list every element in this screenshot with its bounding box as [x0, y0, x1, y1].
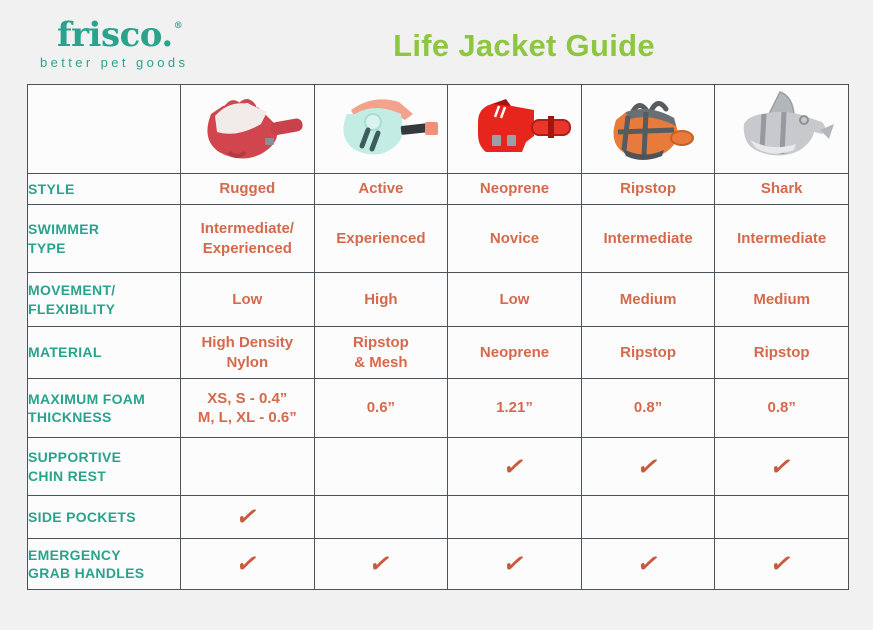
row-emergency-grab-handles: EMERGENCY GRAB HANDLES ✓ ✓ ✓ ✓ ✓ — [27, 538, 849, 590]
cell-pockets-ripstop — [580, 495, 716, 539]
cell-pockets-rugged: ✓ — [180, 495, 315, 539]
frisco-tagline: better pet goods — [40, 54, 189, 70]
cell-style-rugged: Rugged — [180, 173, 315, 205]
cell-material-ripstop: Ripstop — [580, 326, 716, 379]
cell-swimmer-rugged: Intermediate/ Experienced — [180, 204, 315, 273]
registered-trademark-symbol: ® — [173, 21, 183, 31]
active-life-jacket-image — [343, 98, 438, 155]
pockets-rugged-checkmark-icon: ✓ — [233, 502, 262, 532]
cell-handles-ripstop: ✓ — [580, 538, 716, 590]
handles-neoprene-checkmark-icon: ✓ — [500, 549, 529, 579]
cell-handles-shark: ✓ — [714, 538, 849, 590]
row-material: MATERIAL High Density Nylon Ripstop & Me… — [27, 326, 849, 379]
cell-foam-active: 0.6” — [313, 378, 449, 438]
product-image-shark — [714, 84, 849, 174]
frisco-logo-wordmark: frisco.® — [57, 15, 188, 55]
row-maximum-foam-thickness: MAXIMUM FOAM THICKNESS XS, S - 0.4” M, L… — [27, 378, 849, 438]
handles-rugged-checkmark-icon: ✓ — [233, 549, 262, 579]
row-label-movement-flexibility: MOVEMENT/ FLEXIBILITY — [27, 272, 181, 327]
cell-material-shark: Ripstop — [714, 326, 849, 379]
row-side-pockets: SIDE POCKETS ✓ — [27, 495, 849, 539]
row-label-style: STYLE — [27, 173, 181, 205]
neoprene-life-jacket-image — [478, 98, 572, 152]
cell-pockets-active — [313, 495, 449, 539]
cell-movement-active: High — [313, 272, 449, 327]
handles-active-checkmark-icon: ✓ — [367, 549, 395, 579]
cell-movement-ripstop: Medium — [580, 272, 716, 327]
cell-movement-shark: Medium — [714, 272, 849, 327]
cell-material-rugged: High Density Nylon — [180, 326, 315, 379]
product-image-active — [313, 84, 449, 174]
product-image-ripstop — [580, 84, 716, 174]
cell-style-active: Active — [313, 173, 449, 205]
cell-material-neoprene: Neoprene — [447, 326, 582, 379]
row-supportive-chin-rest: SUPPORTIVE CHIN REST ✓ ✓ ✓ — [27, 437, 849, 496]
cell-style-shark: Shark — [714, 173, 849, 205]
handles-ripstop-checkmark-icon: ✓ — [634, 549, 662, 579]
cell-chinrest-neoprene: ✓ — [447, 437, 582, 496]
cell-foam-shark: 0.8” — [714, 378, 849, 438]
row-label-swimmer-type: SWIMMER TYPE — [27, 204, 181, 273]
cell-chinrest-ripstop: ✓ — [580, 437, 716, 496]
page-title: Life Jacket Guide — [393, 28, 655, 63]
cell-handles-active: ✓ — [313, 538, 449, 590]
chinrest-shark-checkmark-icon: ✓ — [767, 451, 796, 482]
cell-style-ripstop: Ripstop — [580, 173, 716, 205]
row-label-maximum-foam-thickness: MAXIMUM FOAM THICKNESS — [27, 378, 181, 438]
frisco-logo-text: frisco. — [57, 15, 173, 55]
cell-handles-neoprene: ✓ — [447, 538, 582, 590]
cell-style-neoprene: Neoprene — [447, 173, 582, 205]
cell-pockets-neoprene — [447, 495, 582, 539]
cell-swimmer-neoprene: Novice — [447, 204, 582, 273]
chinrest-neoprene-checkmark-icon: ✓ — [500, 451, 529, 482]
rugged-life-jacket-image — [207, 98, 303, 159]
product-image-rugged — [180, 84, 315, 174]
handles-shark-checkmark-icon: ✓ — [767, 549, 796, 579]
cell-swimmer-ripstop: Intermediate — [580, 204, 716, 273]
row-label-side-pockets: SIDE POCKETS — [27, 495, 181, 539]
life-jacket-comparison-table: STYLE Rugged Active Neoprene Ripstop Sha… — [27, 84, 849, 590]
row-style: STYLE Rugged Active Neoprene Ripstop Sha… — [27, 173, 849, 205]
row-label-supportive-chin-rest: SUPPORTIVE CHIN REST — [27, 437, 181, 496]
empty-corner-cell — [27, 84, 181, 174]
chinrest-ripstop-checkmark-icon: ✓ — [634, 451, 662, 482]
cell-foam-rugged: XS, S - 0.4” M, L, XL - 0.6” — [180, 378, 315, 438]
cell-foam-ripstop: 0.8” — [580, 378, 716, 438]
cell-material-active: Ripstop & Mesh — [313, 326, 449, 379]
cell-chinrest-rugged — [180, 437, 315, 496]
row-movement-flexibility: MOVEMENT/ FLEXIBILITY Low High Low Mediu… — [27, 272, 849, 327]
cell-handles-rugged: ✓ — [180, 538, 315, 590]
frisco-logo: frisco.® better pet goods — [40, 15, 189, 70]
cell-movement-neoprene: Low — [447, 272, 582, 327]
cell-chinrest-shark: ✓ — [714, 437, 849, 496]
cell-foam-neoprene: 1.21” — [447, 378, 582, 438]
row-swimmer-type: SWIMMER TYPE Intermediate/ Experienced E… — [27, 204, 849, 273]
cell-pockets-shark — [714, 495, 849, 539]
cell-swimmer-shark: Intermediate — [714, 204, 849, 273]
product-image-row — [27, 84, 849, 174]
cell-swimmer-active: Experienced — [313, 204, 449, 273]
shark-life-jacket-image — [743, 90, 834, 156]
ripstop-life-jacket-image — [613, 100, 695, 160]
product-image-neoprene — [447, 84, 582, 174]
row-label-material: MATERIAL — [27, 326, 181, 379]
cell-chinrest-active — [313, 437, 449, 496]
cell-movement-rugged: Low — [180, 272, 315, 327]
row-label-emergency-grab-handles: EMERGENCY GRAB HANDLES — [27, 538, 181, 590]
